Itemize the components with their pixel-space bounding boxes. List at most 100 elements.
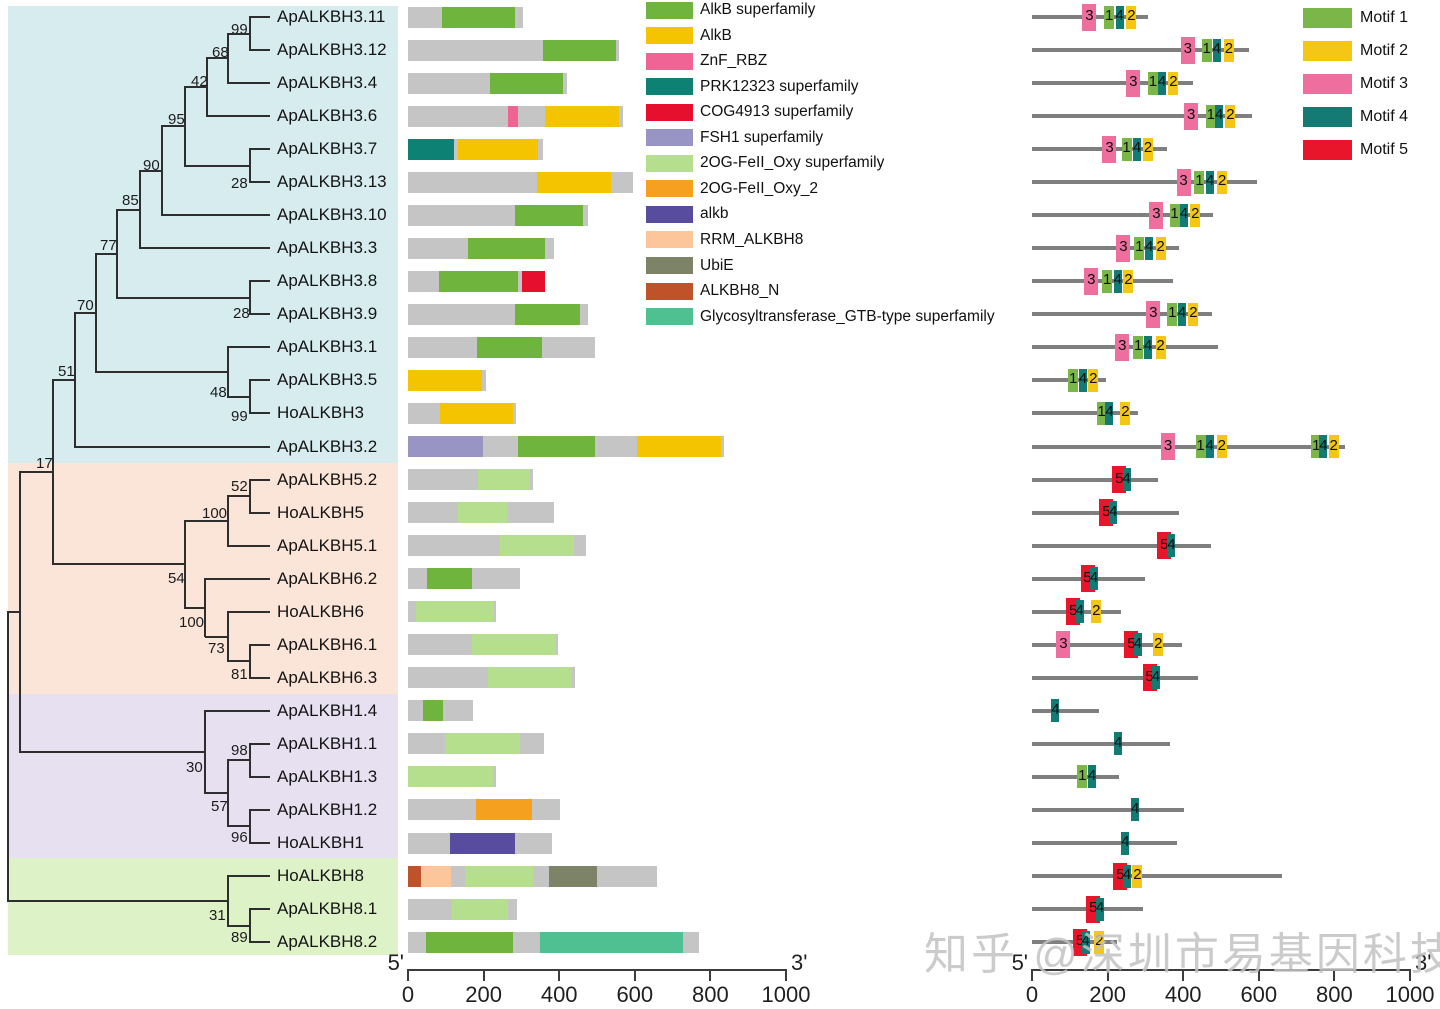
motif-number: 2 [1092,601,1101,619]
tree-branch-horizontal [250,676,270,679]
leaf-label: ApALKBH1.3 [277,766,378,786]
domain-linker-segment [618,105,623,127]
motif-box-3 [1176,168,1191,196]
motif-box-4 [1179,203,1188,227]
domain-legend-label: ALKBH8_N [700,282,780,300]
motif-backbone-line [1032,114,1252,119]
domain-segment-rrm_alkbh8 [420,865,452,887]
motif-number: 2 [1133,866,1142,884]
domain-linker-segment [515,832,553,854]
tree-branch-horizontal [185,164,250,167]
motif-box-4 [1113,269,1122,293]
motif-number: 5 [1145,667,1154,685]
motif-box-2 [1123,269,1134,293]
motif-number: 4 [1122,469,1131,487]
axis-tick-label: 200 [1089,982,1126,1007]
tree-branch-horizontal [75,311,96,314]
domain-linker-segment [408,931,427,953]
domain-linker-segment [408,898,453,920]
tree-branch-horizontal [96,252,117,255]
leaf-label: ApALKBH3.10 [277,205,387,225]
domain-segment-alkb_lower [449,832,516,854]
motif-number: 3 [1105,139,1114,157]
clade-box-ALKBH3-clade [8,6,398,463]
leaf-label: HoALKBH1 [277,833,364,852]
tree-branch-vertical [249,643,251,679]
tree-branch-horizontal [20,470,53,473]
domain-segment-alkb [458,138,539,160]
tree-branch-vertical [249,280,251,316]
tree-branch-vertical [95,252,97,374]
motif-number: 4 [1167,535,1176,553]
tree-branch-horizontal [228,395,250,398]
axis-tick [407,969,409,981]
axis-tick [1333,969,1336,981]
motif-number: 2 [1329,436,1338,454]
bootstrap-value: 70 [77,297,94,314]
tree-branch-vertical [184,86,186,167]
motif-number: 3 [1186,106,1196,124]
bootstrap-value: 52 [231,478,248,495]
tree-branch-horizontal [250,808,270,811]
tree-branch-vertical [161,125,163,217]
tree-branch-horizontal [205,709,270,712]
axis-tick [1257,969,1260,981]
domain-segment-og_feII_oxy [500,535,574,557]
motif-number: 3 [1183,40,1192,58]
bootstrap-value: 42 [191,73,208,90]
domain-segment-alkb_superfamily [490,72,563,94]
motif-number: 3 [1059,634,1068,652]
motif-box-1 [1096,401,1107,425]
motif-number: 1 [1148,73,1158,91]
domain-linker-segment [408,535,501,557]
motif-box-3 [1180,36,1195,64]
tree-branch-horizontal [228,495,250,498]
domain-linker-segment [518,270,523,292]
axis-tick [482,969,485,981]
motif-box-2 [1132,864,1143,888]
motif-legend-label: Motif 3 [1360,75,1409,92]
tree-branch-horizontal [250,148,270,151]
motif-number: 2 [1217,172,1227,190]
motif-number: 4 [1089,568,1099,586]
domain-linker-segment [572,667,576,689]
domain-linker-segment [451,865,466,887]
bootstrap-value: 28 [233,305,250,322]
bootstrap-value: 54 [168,570,185,587]
domain-linker-segment [573,535,587,557]
domain-linker-segment [408,469,479,491]
motif-number: 4 [1145,238,1154,256]
tree-branch-horizontal [140,247,270,250]
tree-branch-horizontal [185,519,228,522]
motif-backbone-line [1032,874,1282,879]
motif-number: 2 [1089,370,1098,388]
motif-box-3 [1126,69,1141,97]
tree-branch-horizontal [75,445,270,448]
motif-legend-swatch-5 [1303,140,1352,160]
motif-number: 2 [1143,139,1153,157]
tree-branch-horizontal [250,412,270,415]
motif-box-4 [1089,567,1098,591]
leaf-label: HoALKBH5 [277,502,364,522]
domain-linker-segment [408,601,416,623]
motif-box-1 [1167,302,1178,326]
motif-backbone-line [1032,807,1184,812]
motif-number: 4 [1087,766,1097,784]
domain-legend-swatch-glycosyltransferase [646,308,693,326]
motif-number: 3 [1179,172,1188,190]
tree-branch-vertical [249,742,251,778]
motif-legend-swatch-2 [1303,41,1352,61]
domain-segment-alkb [408,369,483,391]
motif-number: 5 [1075,932,1085,950]
domain-linker-segment [538,138,543,160]
axis-five-prime-label: 5' [387,950,404,975]
axis-tick-label: 600 [616,982,654,1007]
bootstrap-value: 100 [179,614,205,631]
motif-box-4 [1105,401,1114,425]
bootstrap-value: 17 [36,455,53,472]
motif-backbone-line [1032,444,1345,449]
domain-linker-segment [513,931,541,953]
motif-number: 3 [1119,238,1128,256]
motif-number: 4 [1212,40,1221,58]
tree-branch-horizontal [162,125,185,128]
